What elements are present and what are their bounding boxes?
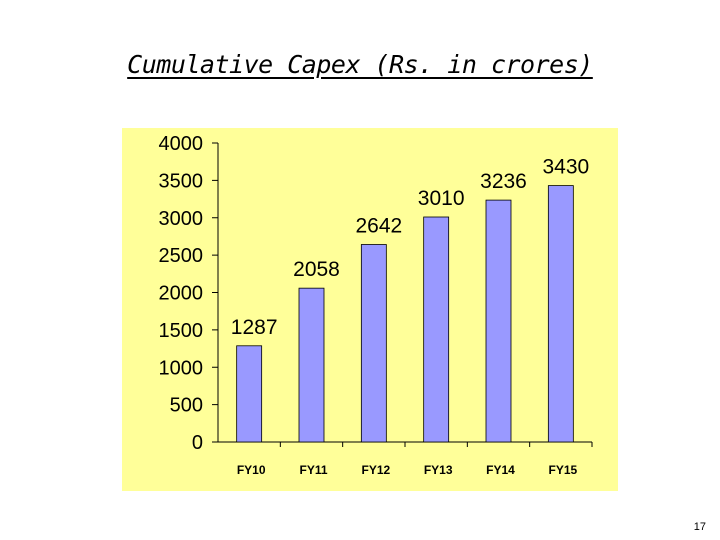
- data-label: 2058: [293, 258, 340, 281]
- x-tick-label: FY14: [486, 463, 515, 477]
- bar: [236, 345, 263, 443]
- y-tick-label: 3500: [159, 170, 204, 192]
- x-tick-label: FY12: [361, 463, 390, 477]
- bar: [485, 199, 512, 443]
- bar-series: [236, 185, 574, 443]
- bar: [547, 185, 574, 443]
- data-label: 3010: [418, 187, 465, 210]
- bar: [423, 216, 450, 443]
- y-tick-label: 2000: [159, 283, 204, 305]
- bar: [298, 287, 325, 443]
- y-tick-label: 0: [192, 432, 203, 454]
- y-axis: 0 500 1000 1500 2000 2500 3000 3500 4000: [159, 133, 219, 454]
- x-tick-label: FY11: [299, 463, 327, 477]
- y-tick-label: 1500: [159, 320, 204, 342]
- data-label: 2642: [355, 215, 402, 238]
- data-label: 3236: [480, 170, 527, 193]
- bar: [360, 244, 387, 443]
- y-tick-label: 2500: [159, 245, 204, 267]
- x-axis: FY10 FY11 FY12 FY13 FY14 FY15: [218, 441, 593, 477]
- y-tick-label: 1000: [159, 357, 204, 379]
- data-labels: 1287 2058 2642 3010 3236 3430: [231, 156, 589, 339]
- x-tick-label: FY15: [548, 463, 577, 477]
- x-tick-label: FY10: [237, 463, 266, 477]
- slide-title: Cumulative Capex (Rs. in crores): [127, 50, 593, 79]
- page-number: 17: [693, 521, 706, 533]
- y-tick-label: 500: [170, 395, 203, 417]
- x-tick-label: FY13: [424, 463, 453, 477]
- data-label: 3430: [542, 156, 589, 179]
- chart-area: 0 500 1000 1500 2000 2500 3000 3500 4000 FY10 FY1…: [122, 128, 618, 491]
- y-tick-label: 3000: [159, 208, 204, 230]
- y-tick-label: 4000: [159, 133, 204, 155]
- data-label: 1287: [231, 316, 278, 339]
